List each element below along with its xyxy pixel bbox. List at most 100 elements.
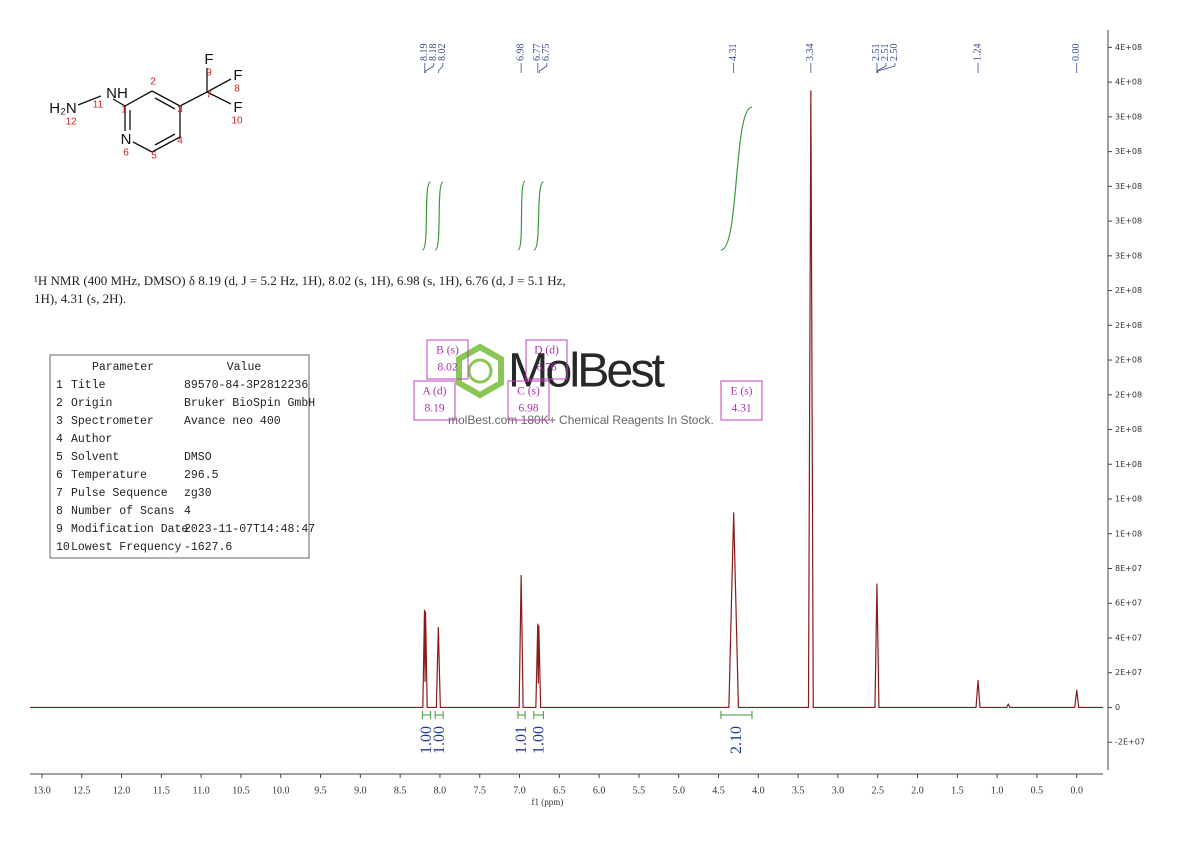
integral-bracket	[533, 711, 544, 719]
atom-label: H₂N	[49, 100, 77, 117]
atom-number: 6	[123, 148, 129, 159]
multiplet-label: B (s)	[436, 345, 459, 357]
atom-label: F	[204, 51, 213, 68]
multiplet-box	[525, 339, 568, 380]
structure: F F F NH H₂N N 1 2 3 4 5 6 7 8 9 10 11 1…	[49, 51, 243, 162]
table-cell: 1	[56, 379, 63, 392]
bond	[206, 91, 232, 105]
atom-number: 11	[93, 100, 104, 111]
peak-label: 8.18	[428, 44, 439, 62]
table-cell: Lowest Frequency	[71, 541, 182, 554]
watermark-tagline: molBest.com 180K+ Chemical Reagents In S…	[448, 413, 714, 427]
y-tick-label: 2E+08	[1115, 390, 1142, 399]
table-cell: Number of Scans	[71, 505, 175, 518]
y-tick-label: 2E+07	[1115, 668, 1142, 677]
table-cell: 9	[56, 523, 63, 536]
table-cell: Origin	[71, 397, 112, 410]
x-tick-label: 12.0	[113, 785, 131, 796]
table-cell: zg30	[184, 487, 212, 500]
watermark-brand: MolBest	[508, 345, 665, 398]
multiplet-shift: 8.02	[437, 362, 457, 374]
x-tick-label: 11.5	[153, 785, 170, 796]
y-tick-label: 1E+08	[1115, 460, 1142, 469]
x-tick-label: 0.5	[1031, 785, 1044, 796]
table-cell: Author	[71, 433, 112, 446]
bond	[124, 90, 153, 107]
table-cell: 6	[56, 469, 63, 482]
x-tick-label: 5.0	[672, 785, 685, 796]
y-tick-label: -2E+07	[1115, 738, 1145, 747]
peak-pin	[877, 63, 896, 73]
atom-number: 3	[177, 105, 183, 116]
y-tick-label: 1E+08	[1115, 495, 1142, 504]
x-tick-label: 2.5	[871, 785, 884, 796]
atom-label: N	[121, 131, 132, 148]
multiplet-shift: 4.31	[731, 403, 751, 415]
peak-label: 6.98	[515, 44, 526, 62]
y-tick-label: 2E+08	[1115, 425, 1142, 434]
table-header: Value	[227, 361, 262, 374]
peak-label: 4.31	[728, 44, 739, 62]
integral-label: 1.00	[418, 726, 435, 754]
description-line: ¹H NMR (400 MHz, DMSO) δ 8.19 (d, J = 5.…	[34, 273, 566, 288]
x-tick-label: 9.0	[354, 785, 367, 796]
x-tick-label: 4.0	[752, 785, 765, 796]
atom-label: F	[233, 67, 242, 84]
y-tick-label: 4E+08	[1115, 78, 1142, 87]
table-cell: 2	[56, 397, 63, 410]
x-tick-label: 10.0	[272, 785, 290, 796]
integral-curve	[434, 181, 444, 251]
table-cell: 296.5	[184, 469, 219, 482]
peak-label: 2.51	[880, 44, 891, 62]
multiplet-box	[426, 339, 469, 380]
multiplet-shift: 8.19	[424, 403, 444, 415]
y-tick-label: 0	[1115, 703, 1120, 712]
peak-label: 6.75	[541, 44, 552, 62]
x-tick-label: 1.0	[991, 785, 1004, 796]
y-tick-label: 3E+08	[1115, 112, 1142, 121]
integral-curve	[421, 181, 431, 251]
table-cell: -1627.6	[184, 541, 232, 554]
table-cell: 2023-11-07T14:48:47	[184, 523, 315, 536]
table-cell: Title	[71, 379, 106, 392]
integral-bracket	[517, 711, 526, 719]
peak-pin	[539, 63, 548, 73]
x-tick-label: 8.0	[434, 785, 447, 796]
atom-number: 9	[206, 68, 212, 79]
table-header: Parameter	[92, 361, 154, 374]
x-tick-label: 13.0	[33, 785, 51, 796]
multiplet-label: A (d)	[423, 386, 447, 398]
bond	[112, 98, 126, 107]
y-tick-label: 2E+08	[1115, 321, 1142, 330]
atom-number: 10	[231, 116, 243, 127]
x-tick-label: 2.0	[911, 785, 924, 796]
atom-label: F	[233, 99, 242, 116]
spectrum-line	[30, 90, 1103, 709]
y-tick-label: 3E+08	[1115, 182, 1142, 191]
x-tick-label: 3.5	[792, 785, 805, 796]
bond	[206, 78, 232, 93]
x-tick-label: 6.0	[593, 785, 606, 796]
watermark-logo	[456, 343, 504, 399]
x-tick-label: 11.0	[193, 785, 210, 796]
x-tick-label: 4.5	[712, 785, 725, 796]
multiplet-box	[413, 380, 456, 421]
multiplet-label: E (s)	[730, 386, 752, 398]
y-tick-label: 3E+08	[1115, 147, 1142, 156]
table-cell: 7	[56, 487, 63, 500]
bond	[77, 95, 102, 106]
table-cell: 10	[56, 541, 70, 554]
bond	[151, 90, 181, 107]
peak-label: 6.77	[532, 44, 543, 62]
peak-label: 8.02	[437, 44, 448, 62]
table-frame	[49, 354, 310, 559]
table-cell: Modification Date	[71, 523, 188, 536]
x-tick-label: 12.5	[73, 785, 91, 796]
y-tick-label: 3E+08	[1115, 251, 1142, 260]
atom-number: 12	[65, 117, 77, 128]
peak-label: 2.51	[871, 44, 882, 62]
x-tick-label: 1.5	[951, 785, 964, 796]
bond	[154, 133, 176, 146]
x-tick-label: 10.5	[232, 785, 250, 796]
